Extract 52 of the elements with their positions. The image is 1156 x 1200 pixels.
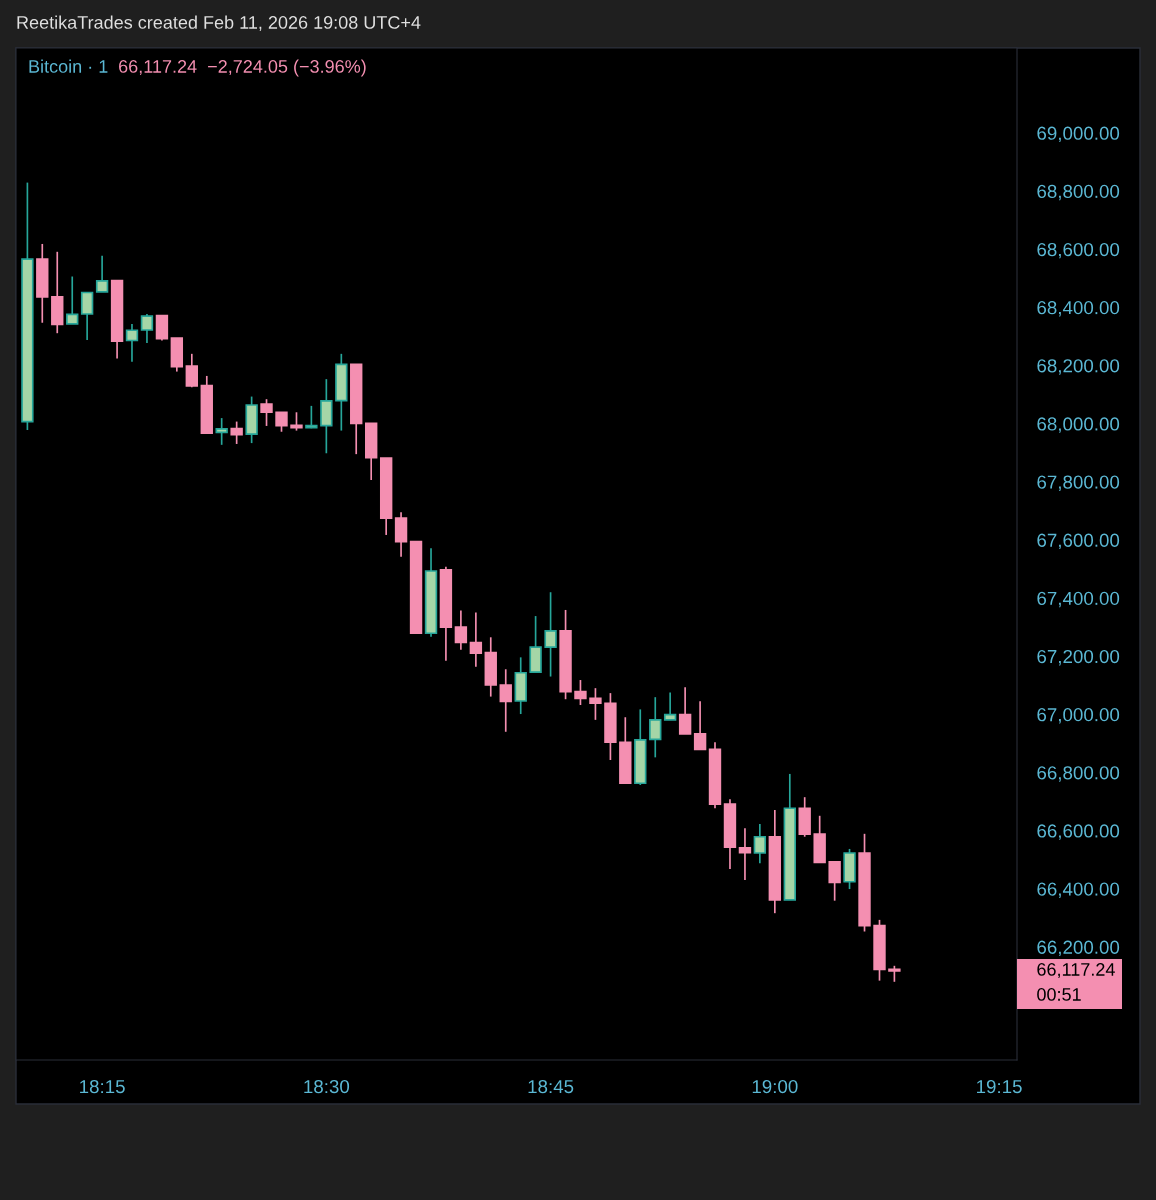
candlestick	[215, 417, 228, 446]
y-tick-label: 67,400.00	[1037, 591, 1120, 608]
y-tick-label: 68,000.00	[1037, 417, 1120, 433]
x-tick-label: 19:15	[977, 1079, 1022, 1094]
candlestick	[469, 611, 483, 668]
y-tick-label: 66,400.00	[1037, 882, 1120, 898]
y-tick-label: 67,800.00	[1037, 475, 1120, 491]
candlestick	[95, 255, 109, 293]
y-tick-label: 68,400.00	[1037, 301, 1120, 317]
y-tick-label: 67,000.00	[1037, 708, 1120, 724]
candlestick	[290, 411, 303, 432]
candlestick	[66, 275, 79, 325]
candlestick	[589, 687, 602, 721]
y-tick-label: 66,600.00	[1037, 824, 1120, 840]
candlestick	[185, 353, 198, 389]
chart-title: ReetikaTrades created Feb 11, 2026 19:08 UTC+4	[17, 15, 421, 31]
y-tick-label: 69,000.00	[1037, 126, 1120, 143]
y-tick-label: 67,600.00	[1037, 533, 1120, 550]
text: 00:51	[1037, 988, 1081, 1001]
candlestick	[693, 700, 707, 751]
candlestick	[155, 314, 169, 342]
y-tick-label: 66,200.00	[1037, 940, 1120, 957]
candlestick	[230, 420, 243, 445]
y-tick-label: 68,800.00	[1037, 184, 1120, 201]
y-tick-label: 68,600.00	[1037, 242, 1120, 259]
annotation: 66,117.24 −2,724.05 (−3.96%)	[119, 59, 366, 77]
candlestick	[649, 696, 662, 759]
y-tick-label: 66,800.00	[1037, 766, 1120, 782]
candlestick	[125, 323, 139, 363]
y-tick-label: 68,200.00	[1037, 359, 1120, 375]
candlestick	[454, 609, 468, 651]
candlestick	[140, 313, 154, 344]
candlestick	[80, 291, 94, 341]
candlestick	[663, 691, 677, 721]
candlestick	[678, 686, 692, 735]
candlestick	[275, 411, 288, 433]
candlestick	[499, 668, 512, 733]
candlestick	[738, 827, 752, 881]
text: Bitcoin · 1	[29, 59, 108, 73]
text: 66,117.24	[1037, 963, 1115, 978]
candlestick	[394, 511, 408, 558]
candlestick	[260, 398, 273, 427]
y-tick-label: 67,200.00	[1037, 649, 1120, 666]
x-tick-label: 18:30	[304, 1079, 350, 1094]
x-tick-label: 18:15	[80, 1079, 125, 1094]
candlestick	[544, 591, 557, 678]
candlestick	[305, 405, 318, 430]
candlestick	[753, 823, 767, 865]
x-tick-label: 18:45	[528, 1079, 574, 1094]
candlestick	[828, 860, 841, 902]
x-tick-label: 19:00	[752, 1079, 798, 1094]
candlestick	[574, 679, 587, 706]
